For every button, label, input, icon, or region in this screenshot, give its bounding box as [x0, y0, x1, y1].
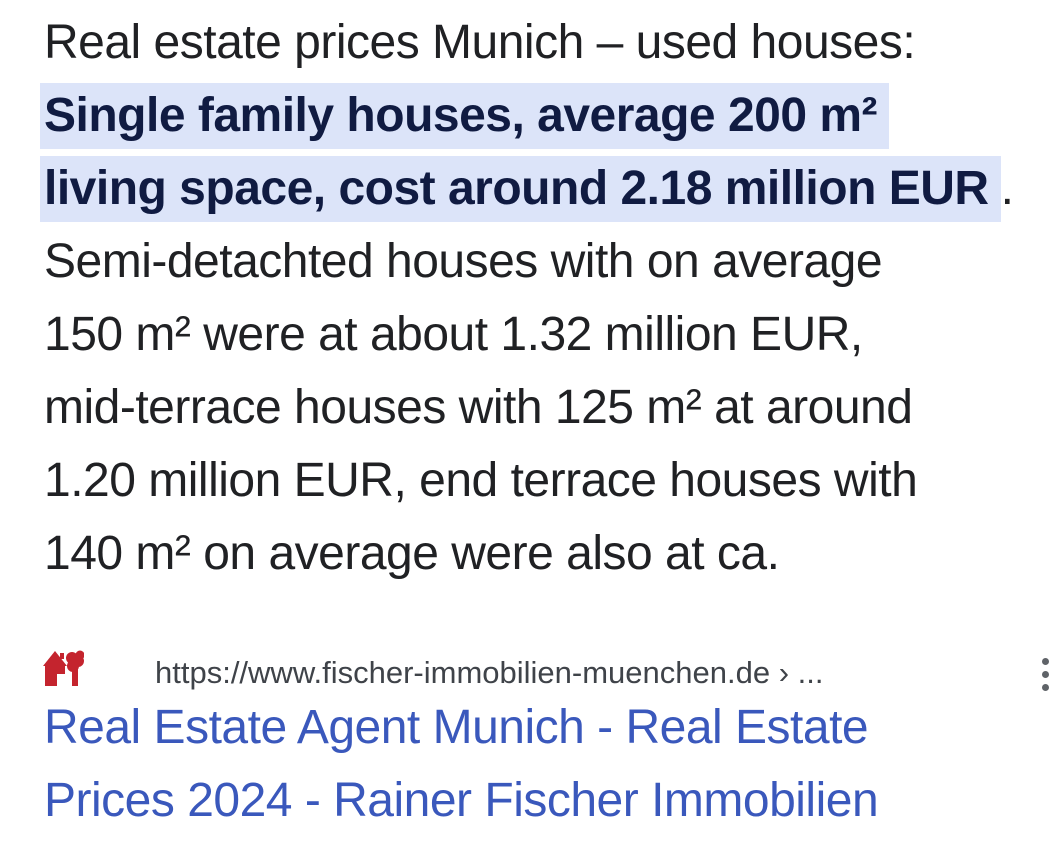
- result-title-link[interactable]: Real Estate Agent Munich - Real Estate P…: [44, 691, 1055, 837]
- result-title-line[interactable]: Real Estate Agent Munich - Real Estate: [44, 701, 869, 754]
- snippet-line: 150 m² were at about 1.32 million EUR,: [44, 308, 863, 361]
- highlighted-answer-text: Single family houses, average 200 m²: [40, 83, 890, 149]
- house-tree-logo-icon: [42, 646, 85, 690]
- snippet-line: Real estate prices Munich – used houses:: [44, 16, 916, 69]
- snippet-line: mid-terrace houses with 125 m² at around: [44, 381, 913, 434]
- snippet-text: .: [1000, 162, 1014, 215]
- kebab-dot: [1041, 683, 1049, 691]
- breadcrumb-url[interactable]: https://www.fischer-immobilien-muenchen.…: [155, 655, 824, 690]
- source-row: https://www.fischer-immobilien-muenchen.…: [42, 642, 1055, 698]
- snippet-line: Semi-detachted houses with on average: [44, 235, 883, 288]
- kebab-menu-icon[interactable]: [1021, 650, 1055, 698]
- result-title-line[interactable]: Prices 2024 - Rainer Fischer Immobilien: [44, 774, 879, 827]
- snippet-line: living space, cost around 2.18 million E…: [40, 152, 1055, 225]
- kebab-dot: [1041, 670, 1049, 678]
- snippet-line: 140 m² on average were also at ca.: [44, 527, 780, 580]
- snippet-line: 1.20 million EUR, end terrace houses wit…: [44, 454, 918, 507]
- kebab-dot: [1041, 657, 1049, 665]
- snippet-line: Single family houses, average 200 m²: [40, 79, 1055, 152]
- snippet-text-block: Real estate prices Munich – used houses:…: [40, 6, 1055, 590]
- highlighted-answer-text: living space, cost around 2.18 million E…: [40, 156, 1001, 222]
